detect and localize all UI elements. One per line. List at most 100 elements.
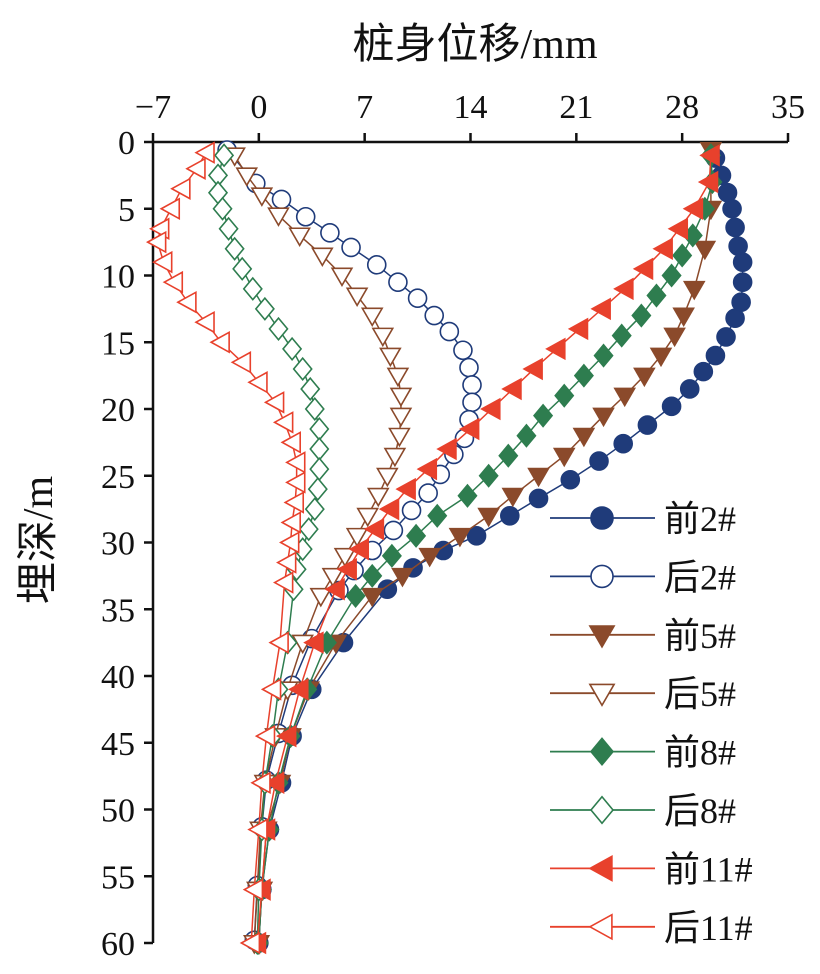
legend-item: 前2# <box>550 499 736 539</box>
triangle-left-marker <box>275 551 297 574</box>
triangle-down-marker <box>592 407 615 428</box>
triangle-left-marker <box>209 330 230 354</box>
diamond-marker <box>309 457 330 482</box>
diamond-marker <box>672 243 693 268</box>
diamond-marker <box>218 216 239 241</box>
diamond-marker <box>573 363 594 388</box>
legend-label: 前2# <box>664 499 736 539</box>
triangle-down-marker <box>572 427 596 448</box>
diamond-marker <box>661 263 682 288</box>
diamond-marker <box>307 477 328 502</box>
x-tick-label: −7 <box>135 89 171 126</box>
circle-marker <box>728 236 748 256</box>
y-tick-label: 40 <box>101 659 135 696</box>
triangle-down-marker <box>477 507 500 528</box>
triangle-left-marker <box>395 477 416 501</box>
triangle-down-marker <box>527 467 550 488</box>
triangle-left-marker <box>268 631 289 654</box>
diamond-marker <box>214 143 235 168</box>
circle-marker <box>459 357 479 378</box>
triangle-left-marker <box>458 417 480 441</box>
circle-marker <box>705 345 726 366</box>
legend-label: 前8# <box>664 733 736 773</box>
diamond-marker <box>593 343 614 368</box>
triangle-down-marker <box>309 587 333 608</box>
triangle-down-marker <box>663 327 686 348</box>
triangle-down-marker <box>345 527 369 548</box>
triangle-down-marker <box>235 167 259 187</box>
triangle-down-marker <box>345 287 369 308</box>
diamond-marker <box>232 256 253 281</box>
triangle-left-marker <box>378 497 400 521</box>
circle-marker <box>341 237 361 258</box>
diamond-marker <box>533 403 554 428</box>
x-tick-label: 0 <box>250 89 267 126</box>
triangle-left-marker <box>247 818 268 841</box>
triangle-down-marker <box>379 347 402 368</box>
circle-marker <box>500 505 520 526</box>
triangle-left-marker <box>162 270 184 294</box>
triangle-left-marker <box>283 491 305 514</box>
triangle-left-marker <box>697 170 719 194</box>
diamond-marker <box>309 437 330 462</box>
x-tick-label: 28 <box>665 89 699 126</box>
triangle-left-marker <box>545 337 566 361</box>
diamond-marker <box>478 463 499 488</box>
series-后11# <box>145 141 306 955</box>
diamond-marker <box>212 196 233 221</box>
circle-marker <box>453 340 473 361</box>
y-axis-label: 埋深/m <box>16 476 62 605</box>
triangle-left-marker <box>239 931 261 955</box>
y-tick-label: 35 <box>101 592 135 629</box>
circle-marker <box>439 321 460 342</box>
circle-marker <box>589 451 609 471</box>
triangle-down-marker <box>386 367 410 388</box>
y-tick-label: 0 <box>118 125 135 162</box>
circle-marker <box>462 375 482 395</box>
diamond-marker <box>589 737 615 767</box>
triangle-down-marker <box>682 280 706 301</box>
triangle-left-marker <box>254 724 276 748</box>
diamond-marker <box>242 276 263 301</box>
triangle-left-marker <box>324 577 345 601</box>
triangle-left-marker <box>260 678 282 701</box>
y-tick-label: 55 <box>101 859 135 896</box>
y-tick-label: 50 <box>101 793 135 830</box>
triangle-down-marker <box>360 307 384 328</box>
triangle-left-marker <box>230 351 252 374</box>
circle-marker <box>528 488 549 509</box>
triangle-down-marker <box>250 187 274 207</box>
triangle-left-marker <box>152 250 173 274</box>
triangle-down-marker <box>321 567 345 588</box>
x-tick-label: 14 <box>454 89 488 126</box>
diamond-marker <box>646 283 667 308</box>
triangle-down-marker <box>633 367 656 388</box>
y-tick-label: 60 <box>101 926 135 963</box>
diamond-marker <box>298 517 319 542</box>
triangle-down-marker <box>383 447 407 468</box>
triangle-left-marker <box>250 771 271 795</box>
circle-marker <box>407 288 428 308</box>
legend-item: 前11# <box>550 849 753 889</box>
triangle-left-marker <box>285 451 306 474</box>
circle-marker <box>466 526 487 546</box>
triangle-down-marker <box>693 240 717 261</box>
diamond-marker <box>309 416 330 442</box>
triangle-left-marker <box>336 557 357 581</box>
circle-marker <box>295 206 316 227</box>
triangle-down-marker <box>391 567 414 588</box>
legend-label: 后11# <box>664 908 753 948</box>
diamond-marker <box>304 396 325 422</box>
x-tick-label: 35 <box>771 89 805 126</box>
triangle-left-marker <box>588 854 613 882</box>
triangle-down-marker <box>389 407 413 428</box>
diamond-marker <box>381 543 402 568</box>
circle-marker <box>661 396 682 417</box>
x-tick-label: 21 <box>559 89 593 126</box>
circle-marker <box>424 305 445 326</box>
circle-marker <box>418 483 438 503</box>
triangle-down-marker <box>376 467 399 488</box>
diamond-marker <box>589 795 615 825</box>
triangle-left-marker <box>682 197 704 221</box>
diamond-marker <box>611 323 632 348</box>
